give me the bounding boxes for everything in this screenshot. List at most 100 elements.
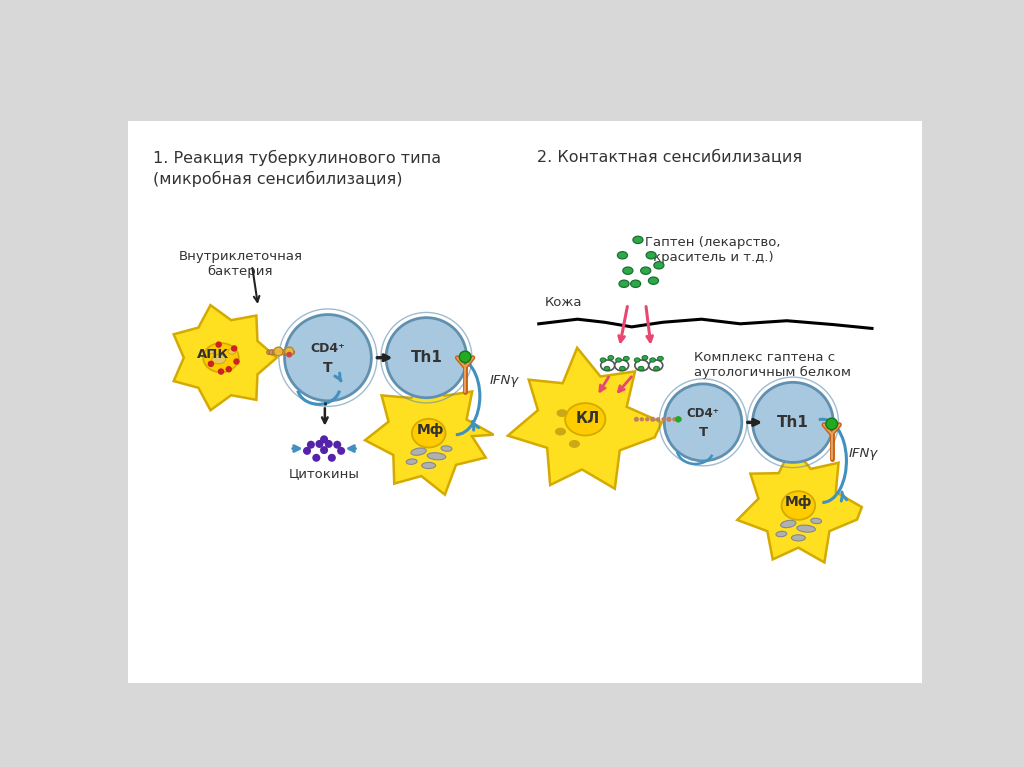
Ellipse shape (797, 525, 815, 532)
Ellipse shape (411, 448, 426, 456)
Circle shape (333, 441, 341, 449)
Text: IFNγ: IFNγ (489, 374, 519, 387)
Ellipse shape (623, 267, 633, 275)
Circle shape (386, 318, 467, 398)
Ellipse shape (781, 491, 815, 520)
Ellipse shape (646, 252, 656, 259)
Circle shape (675, 416, 682, 423)
Circle shape (287, 352, 292, 357)
Circle shape (678, 417, 682, 421)
Polygon shape (508, 347, 662, 489)
Ellipse shape (653, 367, 659, 370)
Text: Мф: Мф (417, 423, 444, 437)
Circle shape (285, 314, 372, 401)
Ellipse shape (427, 453, 445, 459)
Circle shape (208, 360, 214, 367)
Ellipse shape (407, 459, 417, 464)
Circle shape (303, 447, 311, 455)
Circle shape (337, 447, 345, 455)
Ellipse shape (569, 440, 580, 447)
Circle shape (233, 358, 240, 365)
Ellipse shape (631, 280, 641, 288)
Circle shape (672, 417, 677, 421)
Text: Гаптен (лекарство,
краситель и т.д.): Гаптен (лекарство, краситель и т.д.) (645, 236, 781, 264)
Ellipse shape (441, 446, 452, 451)
Text: 2. Контактная сенсибилизация: 2. Контактная сенсибилизация (538, 150, 803, 165)
Text: IFNγ: IFNγ (849, 446, 878, 459)
Text: Внутриклеточная
бактерия: Внутриклеточная бактерия (178, 250, 302, 278)
Ellipse shape (212, 354, 225, 364)
Circle shape (269, 350, 274, 355)
Ellipse shape (649, 360, 663, 370)
Circle shape (285, 350, 289, 354)
Polygon shape (174, 305, 276, 410)
Circle shape (662, 417, 666, 421)
Circle shape (315, 440, 324, 448)
Ellipse shape (776, 532, 786, 537)
Circle shape (290, 350, 295, 354)
Circle shape (667, 416, 672, 422)
Ellipse shape (208, 349, 214, 354)
Ellipse shape (618, 280, 629, 288)
Ellipse shape (641, 267, 650, 275)
Ellipse shape (633, 236, 643, 244)
Ellipse shape (648, 277, 658, 285)
Ellipse shape (811, 518, 821, 524)
Ellipse shape (604, 367, 610, 370)
Circle shape (753, 382, 834, 463)
Circle shape (634, 416, 639, 422)
FancyBboxPatch shape (128, 120, 922, 683)
Ellipse shape (642, 356, 648, 360)
Ellipse shape (635, 360, 649, 370)
Circle shape (266, 350, 271, 354)
Circle shape (281, 350, 287, 355)
Circle shape (272, 350, 278, 354)
Circle shape (279, 350, 283, 354)
Circle shape (321, 446, 328, 454)
Polygon shape (365, 373, 494, 495)
Circle shape (460, 351, 471, 363)
Text: CD4⁺: CD4⁺ (687, 407, 720, 420)
Circle shape (273, 347, 283, 356)
Ellipse shape (565, 403, 605, 436)
Ellipse shape (422, 463, 435, 469)
Text: Th1: Th1 (777, 415, 809, 430)
Circle shape (656, 417, 660, 421)
Circle shape (307, 441, 315, 449)
Circle shape (640, 417, 644, 421)
Circle shape (321, 436, 328, 443)
Ellipse shape (634, 358, 640, 362)
Ellipse shape (608, 356, 613, 360)
Text: Th1: Th1 (411, 351, 442, 365)
Ellipse shape (555, 428, 565, 435)
Ellipse shape (601, 360, 614, 370)
Circle shape (650, 416, 655, 422)
Circle shape (218, 368, 224, 375)
Circle shape (325, 440, 333, 448)
Text: T: T (698, 426, 708, 439)
Ellipse shape (600, 358, 606, 362)
Text: CD4⁺: CD4⁺ (310, 342, 345, 355)
Text: 1. Реакция туберкулинового типа
(микробная сенсибилизация): 1. Реакция туберкулинового типа (микробн… (153, 150, 441, 187)
Circle shape (826, 418, 838, 430)
Text: Цитокины: Цитокины (289, 467, 359, 480)
Text: АПК: АПК (198, 348, 229, 361)
Ellipse shape (557, 410, 567, 416)
Text: Кожа: Кожа (545, 296, 583, 309)
Ellipse shape (228, 349, 236, 354)
Circle shape (275, 350, 281, 355)
Polygon shape (737, 446, 862, 562)
Circle shape (285, 347, 294, 356)
Ellipse shape (780, 520, 796, 528)
Circle shape (328, 454, 336, 462)
Circle shape (287, 350, 292, 355)
Ellipse shape (617, 252, 628, 259)
Ellipse shape (654, 262, 664, 269)
Ellipse shape (412, 419, 445, 447)
Ellipse shape (638, 367, 644, 370)
Ellipse shape (620, 367, 626, 370)
Circle shape (665, 384, 741, 461)
Ellipse shape (650, 358, 655, 362)
Ellipse shape (792, 535, 805, 541)
Text: T: T (324, 360, 333, 375)
